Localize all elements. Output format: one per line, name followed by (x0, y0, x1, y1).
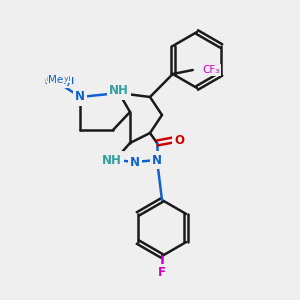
Text: N: N (130, 155, 140, 169)
Text: Me: Me (48, 75, 64, 85)
Text: N: N (152, 154, 162, 166)
Text: NH: NH (109, 85, 129, 98)
Text: NH: NH (102, 154, 122, 166)
Text: F: F (158, 266, 166, 280)
Text: CF₃: CF₃ (203, 65, 220, 75)
Text: methyl: methyl (44, 76, 74, 85)
Text: N: N (75, 91, 85, 103)
Text: methyl: methyl (47, 76, 71, 82)
Text: N: N (75, 91, 85, 103)
Text: O: O (174, 134, 184, 146)
